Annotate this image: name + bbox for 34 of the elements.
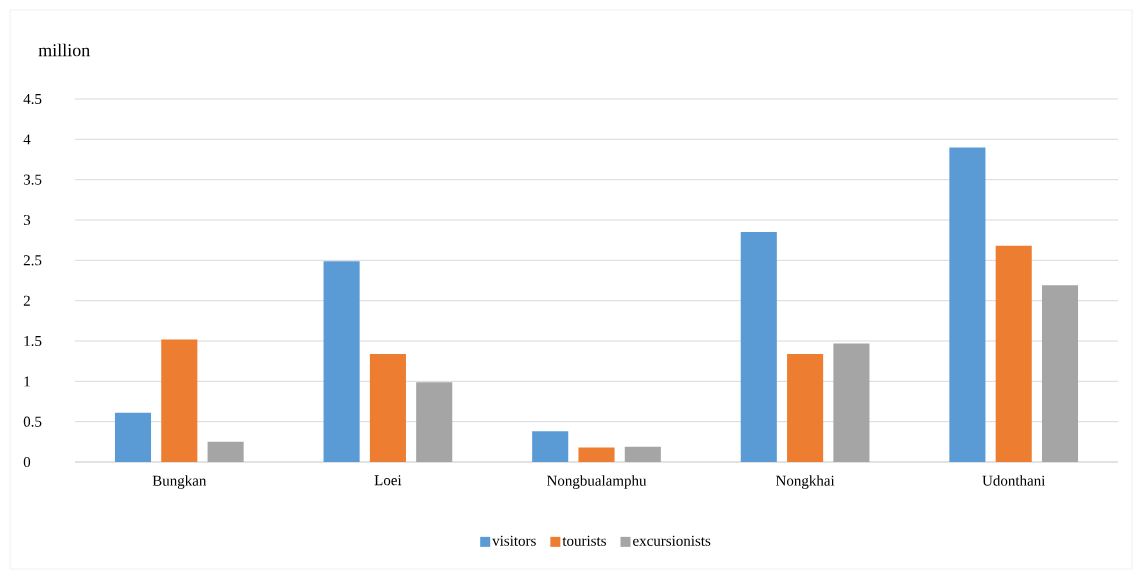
legend-label: excursionists [633, 535, 711, 546]
y-tick-label: 2 [23, 295, 30, 306]
y-tick-label: 2.5 [23, 255, 42, 266]
bar [161, 339, 198, 462]
bar [949, 147, 986, 462]
y-tick-label: 1 [24, 376, 30, 387]
bar [740, 232, 777, 462]
legend-label: visitors [492, 535, 536, 546]
x-tick-label: Nongbualamphu [546, 475, 647, 489]
bar [1041, 285, 1079, 462]
y-tick-label: 4.5 [23, 93, 42, 105]
bar [532, 431, 569, 462]
y-tick-label: 3 [23, 214, 31, 226]
y-tick-label: 0 [23, 456, 31, 468]
bar [578, 447, 615, 462]
bar [323, 261, 360, 462]
x-tick-label: Udonthani [982, 475, 1046, 486]
y-tick-label: 3.5 [23, 174, 42, 185]
bar [369, 353, 406, 462]
x-tick-label: Loei [374, 475, 402, 486]
bar [114, 412, 152, 462]
x-tick-label: Nongkhai [775, 475, 835, 489]
legend-label: tourists [562, 535, 606, 546]
bar [833, 343, 870, 462]
bar [995, 245, 1032, 462]
y-tick-label: 1.5 [24, 335, 42, 347]
x-tick-label: Bungkan [152, 475, 207, 489]
bar [416, 382, 453, 462]
y-axis-title: million [38, 43, 90, 57]
y-tick-label: 4 [23, 134, 31, 145]
bar [787, 353, 824, 462]
bar [207, 441, 244, 462]
y-tick-label: 0.5 [23, 416, 42, 427]
bar [624, 446, 661, 462]
